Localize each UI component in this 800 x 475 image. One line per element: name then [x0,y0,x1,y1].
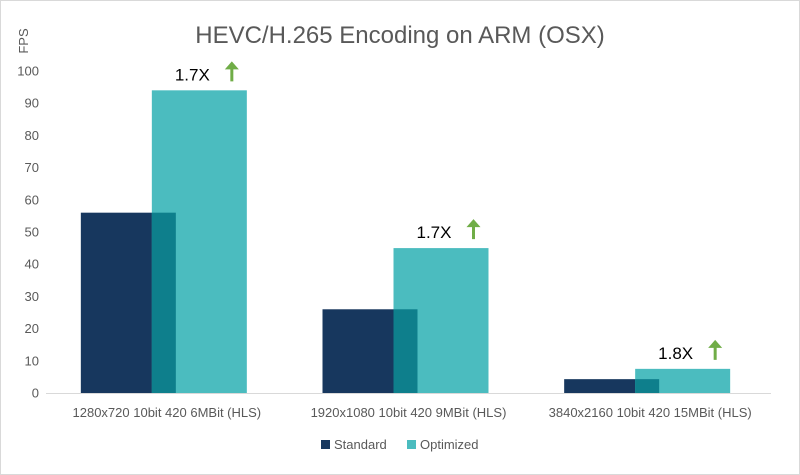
bar-overlap [151,212,176,393]
y-tick-label: 30 [25,289,39,304]
up-arrow-icon [708,339,723,360]
y-tick-label: 40 [25,257,39,272]
y-axis-ticks: 0 10 20 30 40 50 60 70 80 90 100 [17,64,39,401]
ratio-label: 1.7X [175,65,210,84]
y-tick-label: 60 [25,192,39,207]
annotations-group: 1.7X 1.7X 1.8X [175,61,723,363]
up-arrow-icon [224,61,239,82]
y-tick-label: 10 [25,353,39,368]
chart-title: HEVC/H.265 Encoding on ARM (OSX) [195,22,605,49]
category-labels: 1280x720 10bit 420 6MBit (HLS) 1920x1080 … [73,405,752,420]
bar-overlap [393,309,418,393]
y-tick-label: 20 [25,321,39,336]
y-tick-label: 80 [25,128,39,143]
ratio-label: 1.7X [417,223,452,242]
ratio-label: 1.8X [658,344,693,363]
legend: Standard Optimized [321,437,479,452]
y-tick-label: 90 [25,96,39,111]
y-tick-label: 0 [32,386,39,401]
legend-swatch [321,440,330,449]
category-label: 3840x2160 10bit 420 15MBit (HLS) [549,405,752,420]
y-tick-label: 100 [17,64,39,79]
y-tick-label: 70 [25,160,39,175]
legend-label: Optimized [420,437,479,452]
y-tick-label: 50 [25,225,39,240]
y-axis-label: FPS [16,28,31,54]
legend-label: Standard [334,437,387,452]
bar-overlap [635,379,660,393]
up-arrow-icon [466,219,481,240]
legend-swatch [407,440,416,449]
bars-group [80,90,731,393]
category-label: 1280x720 10bit 420 6MBit (HLS) [73,405,262,420]
category-label: 1920x1080 10bit 420 9MBit (HLS) [311,405,507,420]
